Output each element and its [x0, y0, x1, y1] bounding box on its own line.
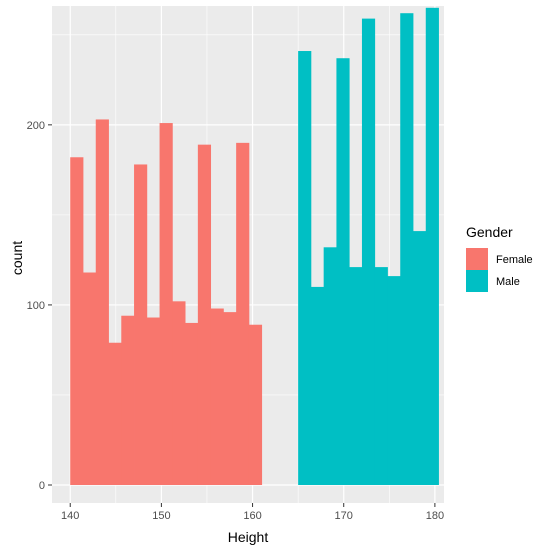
bar-female: [70, 157, 84, 485]
bar-female: [146, 317, 160, 485]
bar-male: [400, 13, 414, 485]
bar-female: [134, 164, 148, 485]
bar-male: [425, 7, 439, 485]
bar-female: [236, 142, 250, 485]
axis-ticks: [48, 124, 436, 507]
x-axis-tick-labels: 140 150 160 170 180: [61, 510, 444, 522]
x-tick-label: 160: [243, 510, 261, 522]
legend: Gender Female Male: [466, 224, 533, 292]
x-tick-label: 170: [335, 510, 353, 522]
bar-female: [82, 272, 97, 485]
bar-female: [223, 312, 237, 485]
x-tick-label: 150: [152, 510, 170, 522]
bar-male: [361, 18, 376, 485]
y-axis-tick-labels: 0 100 200: [27, 120, 45, 492]
y-tick-label: 100: [27, 300, 45, 312]
bar-female: [172, 301, 186, 485]
legend-key-female: [466, 248, 488, 270]
bar-female: [108, 342, 122, 485]
legend-label-female: Female: [496, 254, 533, 266]
bar-female: [185, 322, 199, 485]
bar-male: [413, 231, 427, 485]
y-tick-label: 0: [39, 480, 45, 492]
bar-male: [298, 51, 312, 485]
bar-male: [387, 276, 401, 485]
bar-male: [349, 267, 363, 485]
bar-female: [121, 315, 135, 485]
bar-male: [336, 58, 350, 485]
legend-key-male: [466, 270, 488, 292]
bar-male: [374, 267, 388, 485]
x-tick-label: 180: [426, 510, 444, 522]
y-tick-label: 200: [27, 120, 45, 132]
bar-male: [310, 286, 325, 485]
legend-label-male: Male: [496, 276, 520, 288]
y-axis-title: count: [9, 241, 25, 275]
x-tick-label: 140: [61, 510, 79, 522]
histogram-bars: [70, 7, 439, 485]
bar-female: [248, 324, 263, 485]
bar-female: [210, 308, 224, 485]
bar-female: [197, 144, 212, 485]
legend-title: Gender: [466, 224, 513, 240]
bar-female: [95, 119, 109, 485]
bar-male: [323, 247, 337, 485]
bar-female: [159, 123, 173, 485]
x-axis-title: Height: [228, 529, 269, 545]
